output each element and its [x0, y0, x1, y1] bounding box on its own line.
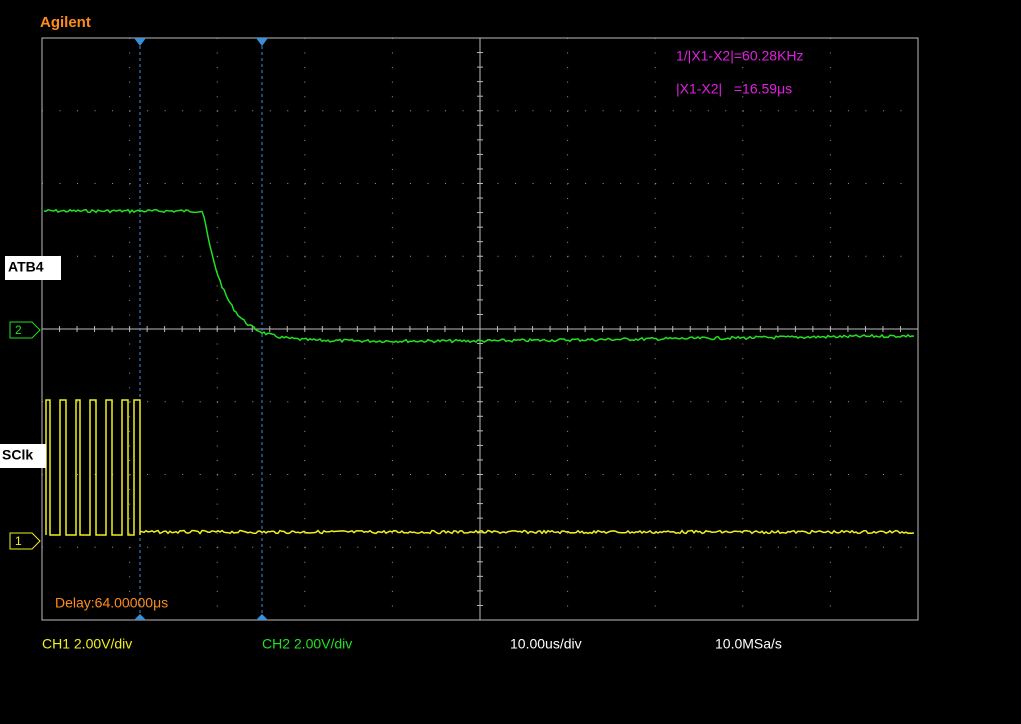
ch1-waveform	[45, 399, 915, 536]
channel-label-box	[5, 256, 61, 280]
status-ch1: CH1 2.00V/div	[42, 636, 132, 652]
channel-marker: 1	[15, 534, 22, 548]
channel-marker-box	[9, 532, 41, 550]
status-timebase: 10.00us/div	[510, 636, 582, 652]
measurement: 1/|X1-X2|=60.28KHz	[676, 48, 804, 64]
cursor-marker	[256, 38, 268, 46]
graticule	[41, 37, 919, 621]
cursor-marker	[256, 614, 268, 620]
status-sample-rate: 10.0MSa/s	[715, 636, 782, 652]
delay: Delay:64.00000μs	[55, 595, 168, 611]
channel-marker: 2	[15, 323, 22, 337]
ch2-waveform	[43, 208, 915, 344]
brand: Agilent	[40, 14, 91, 31]
channel-marker-box	[9, 321, 41, 339]
channel-label: ATB4	[8, 259, 44, 275]
cursors	[134, 38, 268, 620]
channel-label-box	[0, 444, 46, 468]
cursor-marker	[134, 614, 146, 620]
status-ch2: CH2 2.00V/div	[262, 636, 352, 652]
measurement: |X1-X2| =16.59μs	[676, 81, 792, 97]
cursor-marker	[134, 38, 146, 46]
channel-label: SClk	[2, 447, 33, 463]
